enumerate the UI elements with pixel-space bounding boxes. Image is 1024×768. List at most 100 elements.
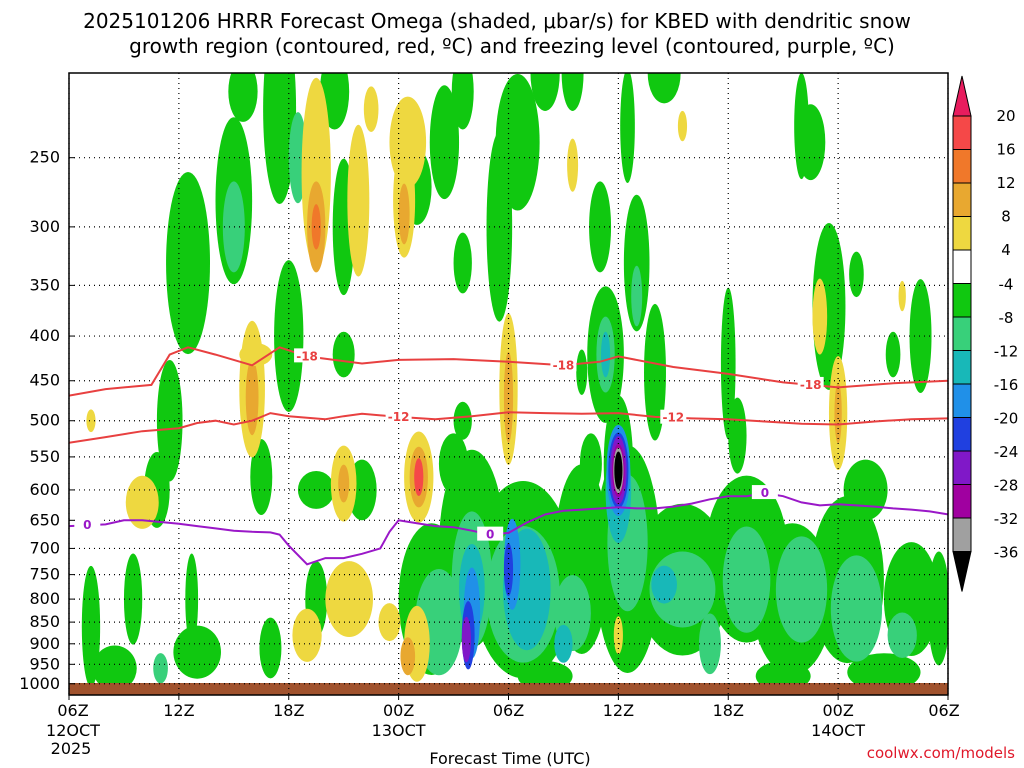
colorbar-label: 16 <box>996 141 1015 159</box>
colorbar-segment <box>952 383 972 418</box>
contour-label-bg <box>660 409 687 424</box>
y-tick-label: 550 <box>29 447 60 466</box>
contour-label-bg <box>751 485 778 500</box>
contour-label: -18 <box>296 349 318 363</box>
colorbar-top-arrow <box>952 75 972 117</box>
omega-region <box>887 612 917 659</box>
omega-region <box>898 280 906 312</box>
omega-region <box>830 555 883 662</box>
colorbar-label: 8 <box>1001 208 1011 226</box>
colorbar-segment <box>952 450 972 485</box>
y-tick-label: 500 <box>29 411 60 430</box>
colorbar-bottom-arrow <box>952 551 972 592</box>
omega-region <box>614 451 623 490</box>
x-tick-label: 06Z <box>493 701 524 720</box>
x-axis-label: Forecast Time (UTC) <box>429 749 590 768</box>
omega-region <box>651 565 677 604</box>
omega-region <box>292 608 322 662</box>
contour-label: 0 <box>83 518 91 532</box>
omega-region <box>567 138 579 192</box>
omega-region <box>647 73 681 104</box>
omega-region <box>812 278 828 355</box>
y-tick-label: 300 <box>29 217 60 236</box>
y-tick-label: 400 <box>29 326 60 345</box>
omega-region <box>461 616 471 663</box>
omega-region <box>561 73 584 111</box>
y-tick-label: 650 <box>29 510 60 529</box>
contour-label-bg <box>294 348 321 363</box>
omega-region <box>185 553 199 645</box>
omega-region <box>885 331 901 378</box>
omega-region <box>438 433 469 495</box>
colorbar-label: -8 <box>999 309 1014 327</box>
contour-label-bg <box>797 376 824 391</box>
omega-region <box>847 653 921 692</box>
contour-label: -18 <box>553 358 575 372</box>
omega-region <box>400 637 416 676</box>
omega-region <box>503 542 514 597</box>
x-tick-label: 06Z <box>928 701 959 720</box>
x-tick-label: 06Z <box>57 701 88 720</box>
omega-region <box>429 85 460 200</box>
x-tick-label: 18Z <box>713 701 744 720</box>
chart-title-line-2: growth region (contoured, red, ºC) and f… <box>129 34 895 58</box>
omega-region <box>173 625 221 679</box>
chart-title-line-1: 2025101206 HRRR Forecast Omega (shaded, … <box>83 9 911 33</box>
omega-region <box>274 260 304 412</box>
colorbar-segment <box>952 350 972 385</box>
contour-label: -18 <box>800 378 822 392</box>
omega-region <box>250 439 273 516</box>
omega-region <box>222 181 245 273</box>
colorbar-label: 20 <box>996 107 1015 125</box>
omega-region <box>125 475 159 529</box>
y-tick-label: 850 <box>29 612 60 631</box>
y-tick-label: 1000 <box>19 674 60 693</box>
omega-region <box>613 616 623 655</box>
colorbar-label: -4 <box>999 276 1014 294</box>
colorbar-label: -12 <box>994 343 1019 361</box>
x-tick-date: 14OCT <box>811 721 865 740</box>
omega-region <box>363 86 379 132</box>
contour-label: -12 <box>662 411 684 425</box>
contour-label-bg <box>550 357 577 372</box>
colorbar-segment <box>952 316 972 351</box>
contour-label: 0 <box>486 528 494 542</box>
omega-region <box>554 624 573 663</box>
omega-region <box>81 565 101 688</box>
omega-region <box>849 251 864 298</box>
y-axis-ticks: 250 300 350 400 450 500 550 600 650 700 750 800 850 9… <box>19 148 75 693</box>
omega-region <box>927 551 948 666</box>
omega-region <box>92 645 137 692</box>
y-tick-label: 950 <box>29 654 60 673</box>
contour-line <box>69 411 948 444</box>
x-tick-label: 18Z <box>273 701 304 720</box>
omega-region <box>600 331 611 378</box>
omega-region <box>347 124 370 277</box>
colorbar-label: -16 <box>994 376 1019 394</box>
colorbar-segment <box>952 484 972 519</box>
omega-region <box>263 73 297 205</box>
omega-region <box>332 331 355 378</box>
y-tick-label: 450 <box>29 371 60 390</box>
x-tick-label: 12Z <box>603 701 634 720</box>
colorbar-segment <box>952 149 972 184</box>
colorbar-label: -24 <box>994 443 1019 461</box>
omega-region <box>453 232 472 294</box>
omega-region <box>576 349 588 395</box>
contour-label: -12 <box>388 410 410 424</box>
colorbar-segment <box>952 216 972 251</box>
y-tick-label: 600 <box>29 480 60 499</box>
colorbar-segment <box>952 283 972 318</box>
colorbar-segment <box>952 115 972 150</box>
omega-region <box>495 73 540 211</box>
y-tick-label: 900 <box>29 634 60 653</box>
x-tick-label: 00Z <box>383 701 414 720</box>
contour-line <box>69 346 948 397</box>
x-tick-date: 13OCT <box>372 721 426 740</box>
omega-region <box>398 183 410 245</box>
y-tick-label: 250 <box>29 148 60 167</box>
contour-label-bg <box>74 517 101 532</box>
omega-region <box>620 73 635 183</box>
